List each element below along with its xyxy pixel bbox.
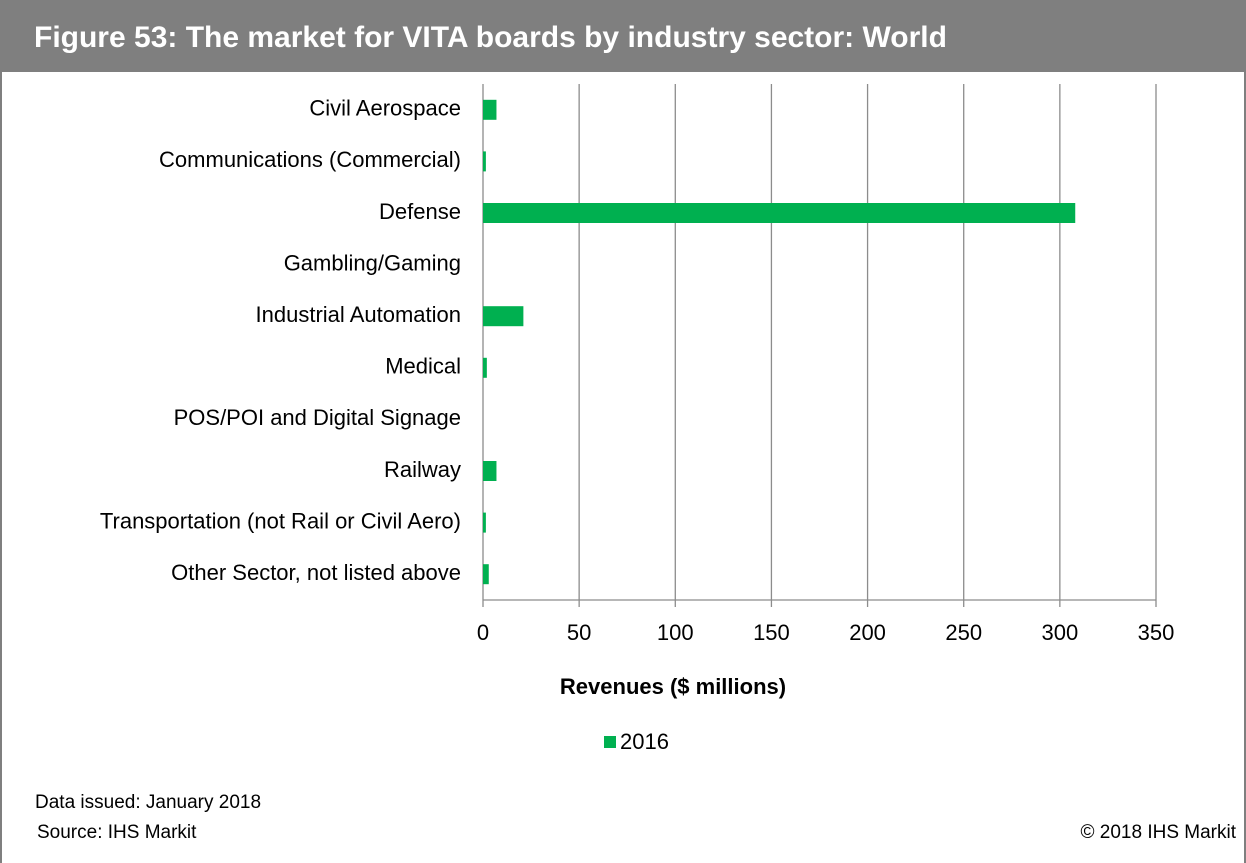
x-tick-label: 0 [477, 620, 489, 645]
bar [483, 461, 497, 481]
bar [483, 151, 486, 172]
bar [483, 203, 1076, 223]
x-tick-label: 200 [849, 620, 886, 645]
x-tick-label: 250 [945, 620, 982, 645]
y-tick-label: Gambling/Gaming [284, 250, 461, 275]
x-tick-label: 50 [567, 620, 591, 645]
y-tick-label: Other Sector, not listed above [171, 560, 461, 585]
x-tick-label: 300 [1041, 620, 1078, 645]
x-tick-label: 100 [657, 620, 694, 645]
x-axis-label: Revenues ($ millions) [560, 674, 786, 699]
bar [483, 357, 487, 378]
legend-swatch [604, 736, 616, 748]
y-tick-label: Medical [385, 354, 461, 379]
bar [483, 564, 489, 585]
bar [483, 306, 524, 327]
title-bar [0, 0, 1246, 72]
bar [483, 512, 486, 533]
y-tick-label: Industrial Automation [256, 302, 461, 327]
y-tick-label: POS/POI and Digital Signage [174, 405, 461, 430]
bar [483, 99, 497, 120]
legend-label: 2016 [620, 729, 669, 754]
y-tick-label: Communications (Commercial) [159, 147, 461, 172]
data-issued: Data issued: January 2018 [35, 792, 261, 813]
y-tick-label: Defense [379, 199, 461, 224]
source: Source: IHS Markit [37, 822, 197, 843]
y-tick-label: Railway [384, 457, 461, 482]
y-tick-label: Civil Aerospace [309, 96, 461, 121]
chart-title: Figure 53: The market for VITA boards by… [34, 21, 947, 54]
copyright: © 2018 IHS Markit [1081, 822, 1237, 843]
x-tick-label: 150 [753, 620, 790, 645]
x-tick-label: 350 [1138, 620, 1175, 645]
y-tick-label: Transportation (not Rail or Civil Aero) [100, 508, 461, 533]
